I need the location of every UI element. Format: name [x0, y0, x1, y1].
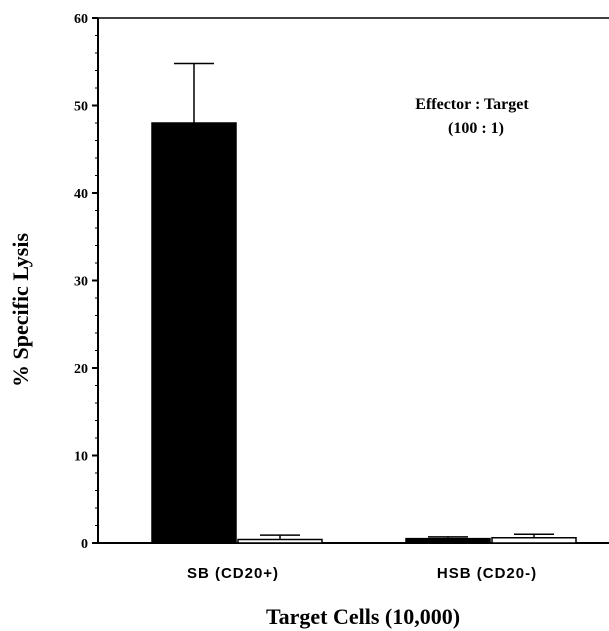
y-tick-label: 20 [74, 362, 88, 377]
y-tick-label: 50 [74, 100, 88, 115]
y-axis-title: % Specific Lysis [8, 233, 33, 387]
y-tick-label: 40 [74, 187, 88, 202]
x-axis-title: Target Cells (10,000) [266, 604, 460, 629]
y-tick-label: 30 [74, 275, 88, 290]
x-category-label: SB (CD20+) [187, 565, 279, 582]
bar [491, 537, 577, 544]
annotation-line1: Effector : Target [415, 96, 529, 113]
bar [405, 537, 491, 544]
bars [151, 62, 577, 544]
y-tick-label: 0 [81, 537, 88, 552]
x-category-label: HSB (CD20-) [437, 565, 537, 582]
y-tick-label: 10 [74, 450, 88, 465]
bar [151, 122, 237, 544]
bar [237, 538, 323, 544]
y-tick-label: 60 [74, 12, 88, 27]
annotation-line2: (100 : 1) [448, 120, 504, 137]
